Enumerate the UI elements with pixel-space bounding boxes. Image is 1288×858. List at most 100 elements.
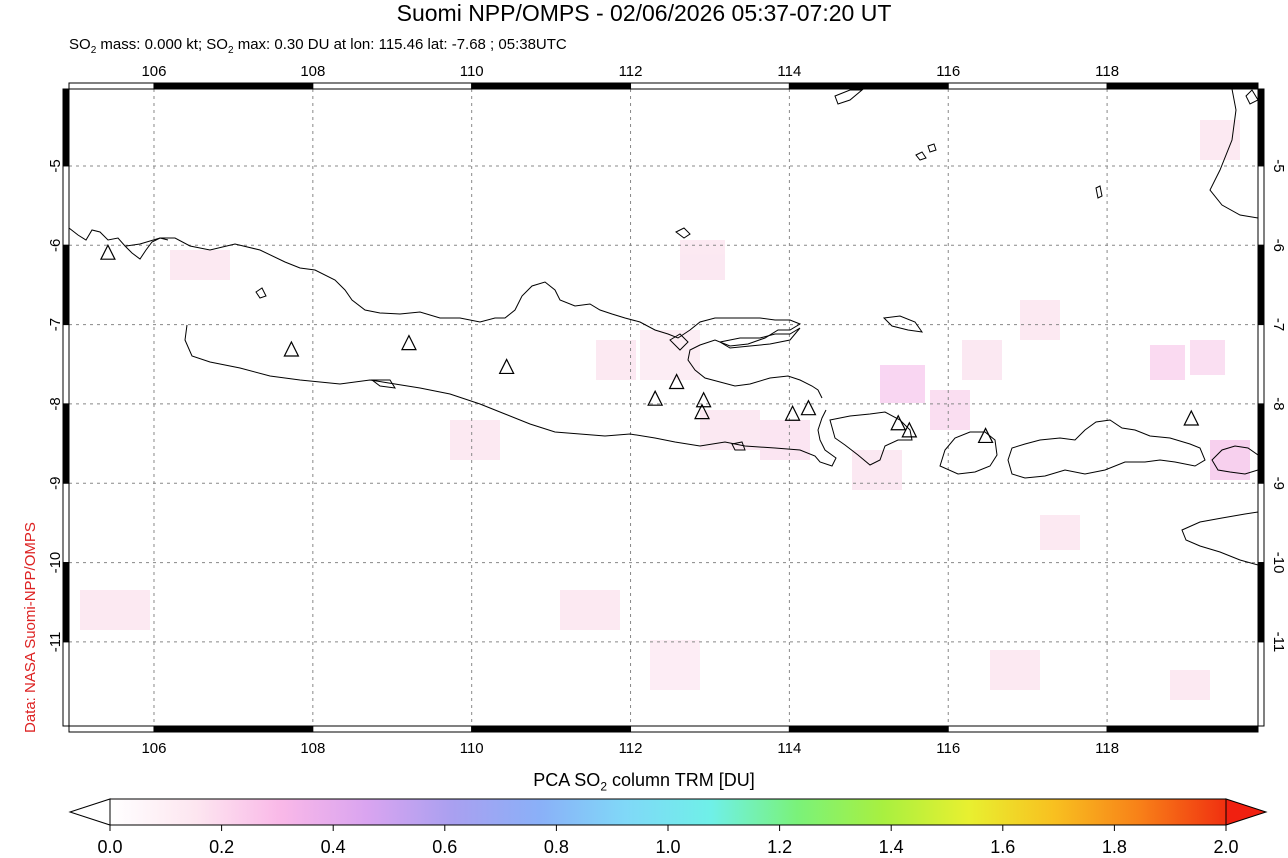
colorbar-ticks [109, 825, 1227, 831]
lon-label-top: 110 [460, 63, 484, 80]
axis-labels: 106 106 108 108 110 110 112 112 114 114 116 116 118 1… [47, 63, 1287, 757]
so2-patch [650, 640, 700, 690]
frame-bar-right [1257, 88, 1265, 167]
coastline-sumba [1181, 511, 1258, 566]
frame-bar-top [947, 82, 1108, 90]
frame-bar-left [62, 562, 70, 643]
coastline-small-island-2 [882, 315, 924, 333]
coastline-sumatra [69, 227, 169, 260]
colorbar-under-arrow [68, 798, 111, 826]
volcano-triangle-icon [668, 373, 685, 390]
so2-patch [1190, 340, 1225, 375]
frame-bar-bottom [471, 725, 632, 733]
frame-bar-left [62, 88, 70, 167]
subtitle-suffix: max: 0.30 DU at lon: 115.46 lat: -7.68 ;… [233, 36, 567, 53]
volcano-triangle-icon [800, 399, 817, 416]
frame-bar-bottom [68, 725, 155, 733]
so2-patch [1170, 670, 1210, 700]
colorbar-tick-label: 1.0 [655, 837, 681, 857]
lon-label-bottom: 114 [777, 740, 801, 757]
frame-bar-bottom [312, 725, 473, 733]
so2-patch [1150, 345, 1185, 380]
coastline-sulawesi-2 [1245, 89, 1258, 105]
coastline-kalimantan [834, 89, 864, 105]
lon-label-top: 112 [619, 63, 643, 80]
lon-label-top: 108 [300, 63, 325, 80]
lat-label-left: -10 [47, 552, 64, 574]
volcano-triangle-icon [901, 421, 918, 438]
colorbar-tick-label: 1.4 [878, 837, 904, 857]
coastline-lombok [939, 431, 998, 475]
so2-patch [930, 390, 970, 430]
frame-bar-top [630, 82, 790, 90]
frame-bar-top [153, 82, 314, 90]
so2-patch [990, 650, 1040, 690]
lat-label-right: -7 [1270, 318, 1287, 331]
subtitle-subscript-1: 2 [90, 45, 97, 56]
colorbar-tick-label: 1.2 [767, 837, 793, 857]
lat-label-right: -8 [1270, 397, 1287, 410]
so2-patch [700, 410, 760, 450]
lat-label-left: -11 [47, 632, 64, 653]
colorbar-tick-label: 1.6 [990, 837, 1016, 857]
so2-patch [760, 420, 810, 460]
coastline-madura [718, 327, 801, 349]
so2-patch [962, 340, 1002, 380]
colorbar-tick-label: 0.2 [209, 837, 235, 857]
frame-bar-right [1257, 482, 1265, 564]
frame-bar-right [1257, 562, 1265, 643]
volcano-triangle-icon [890, 414, 907, 431]
coastline-small-island-6 [927, 143, 937, 153]
frame-bar-right [1257, 403, 1265, 484]
frame-bar-bottom [788, 725, 949, 733]
so2-patch [680, 240, 725, 280]
colorbar-tick-label: 2.0 [1213, 837, 1239, 857]
volcano-markers [99, 243, 1200, 444]
subtitle-mid: mass: 0.000 kt; SO [96, 36, 228, 53]
volcano-triangle-icon [695, 391, 712, 408]
colorbar-tick-label: 0.4 [320, 837, 346, 857]
coastline-small-island-8 [731, 441, 746, 451]
coastline-bawean [675, 227, 691, 239]
frame-bar-left [62, 244, 70, 326]
so2-field [80, 120, 1250, 700]
so2-patch [596, 340, 636, 380]
colorbar-tick-label: 0.6 [432, 837, 458, 857]
colorbar [68, 798, 1268, 831]
coastline-flores [1211, 445, 1258, 475]
volcano-triangle-icon [99, 243, 116, 260]
so2-patch [880, 365, 925, 403]
coastline-small-island-7 [1095, 185, 1103, 199]
frame-bar-top [68, 82, 155, 90]
colorbar-gradient [109, 798, 1227, 826]
lat-label-left: -7 [47, 318, 64, 331]
frame-bar-left [62, 324, 70, 405]
graticule [69, 89, 1258, 726]
frame-bar-left [62, 641, 70, 727]
lon-label-bottom: 116 [936, 740, 960, 757]
coastline-java-north [125, 237, 823, 399]
frame-bar-top [471, 82, 632, 90]
lon-label-top: 114 [777, 63, 801, 80]
lat-label-left: -5 [47, 159, 64, 172]
colorbar-title-prefix: PCA SO [533, 770, 601, 790]
lat-label-left: -6 [47, 239, 64, 252]
coastlines [69, 89, 1258, 566]
map-title: Suomi NPP/OMPS - 02/06/2026 05:37-07:20 … [396, 0, 892, 26]
lat-label-right: -6 [1270, 239, 1287, 252]
frame-bar-bottom [947, 725, 1108, 733]
coastline-small-island-3 [669, 333, 689, 351]
volcano-triangle-icon [647, 389, 664, 406]
frame-bar-bottom [1106, 725, 1259, 733]
volcano-triangle-icon [977, 427, 994, 444]
frame-bar-top [1106, 82, 1259, 90]
map-subtitle: SO2 mass: 0.000 kt; SO2 max: 0.30 DU at … [69, 36, 567, 56]
subtitle-subscript-2: 2 [227, 45, 234, 56]
so2-patch [450, 420, 500, 460]
colorbar-tick-label: 1.8 [1101, 837, 1127, 857]
frame-bar-right [1257, 244, 1265, 326]
lat-label-right: -10 [1270, 552, 1287, 574]
colorbar-tick-label: 0.8 [543, 837, 569, 857]
coastline-bali [829, 411, 913, 466]
lat-label-right: -11 [1270, 632, 1287, 653]
